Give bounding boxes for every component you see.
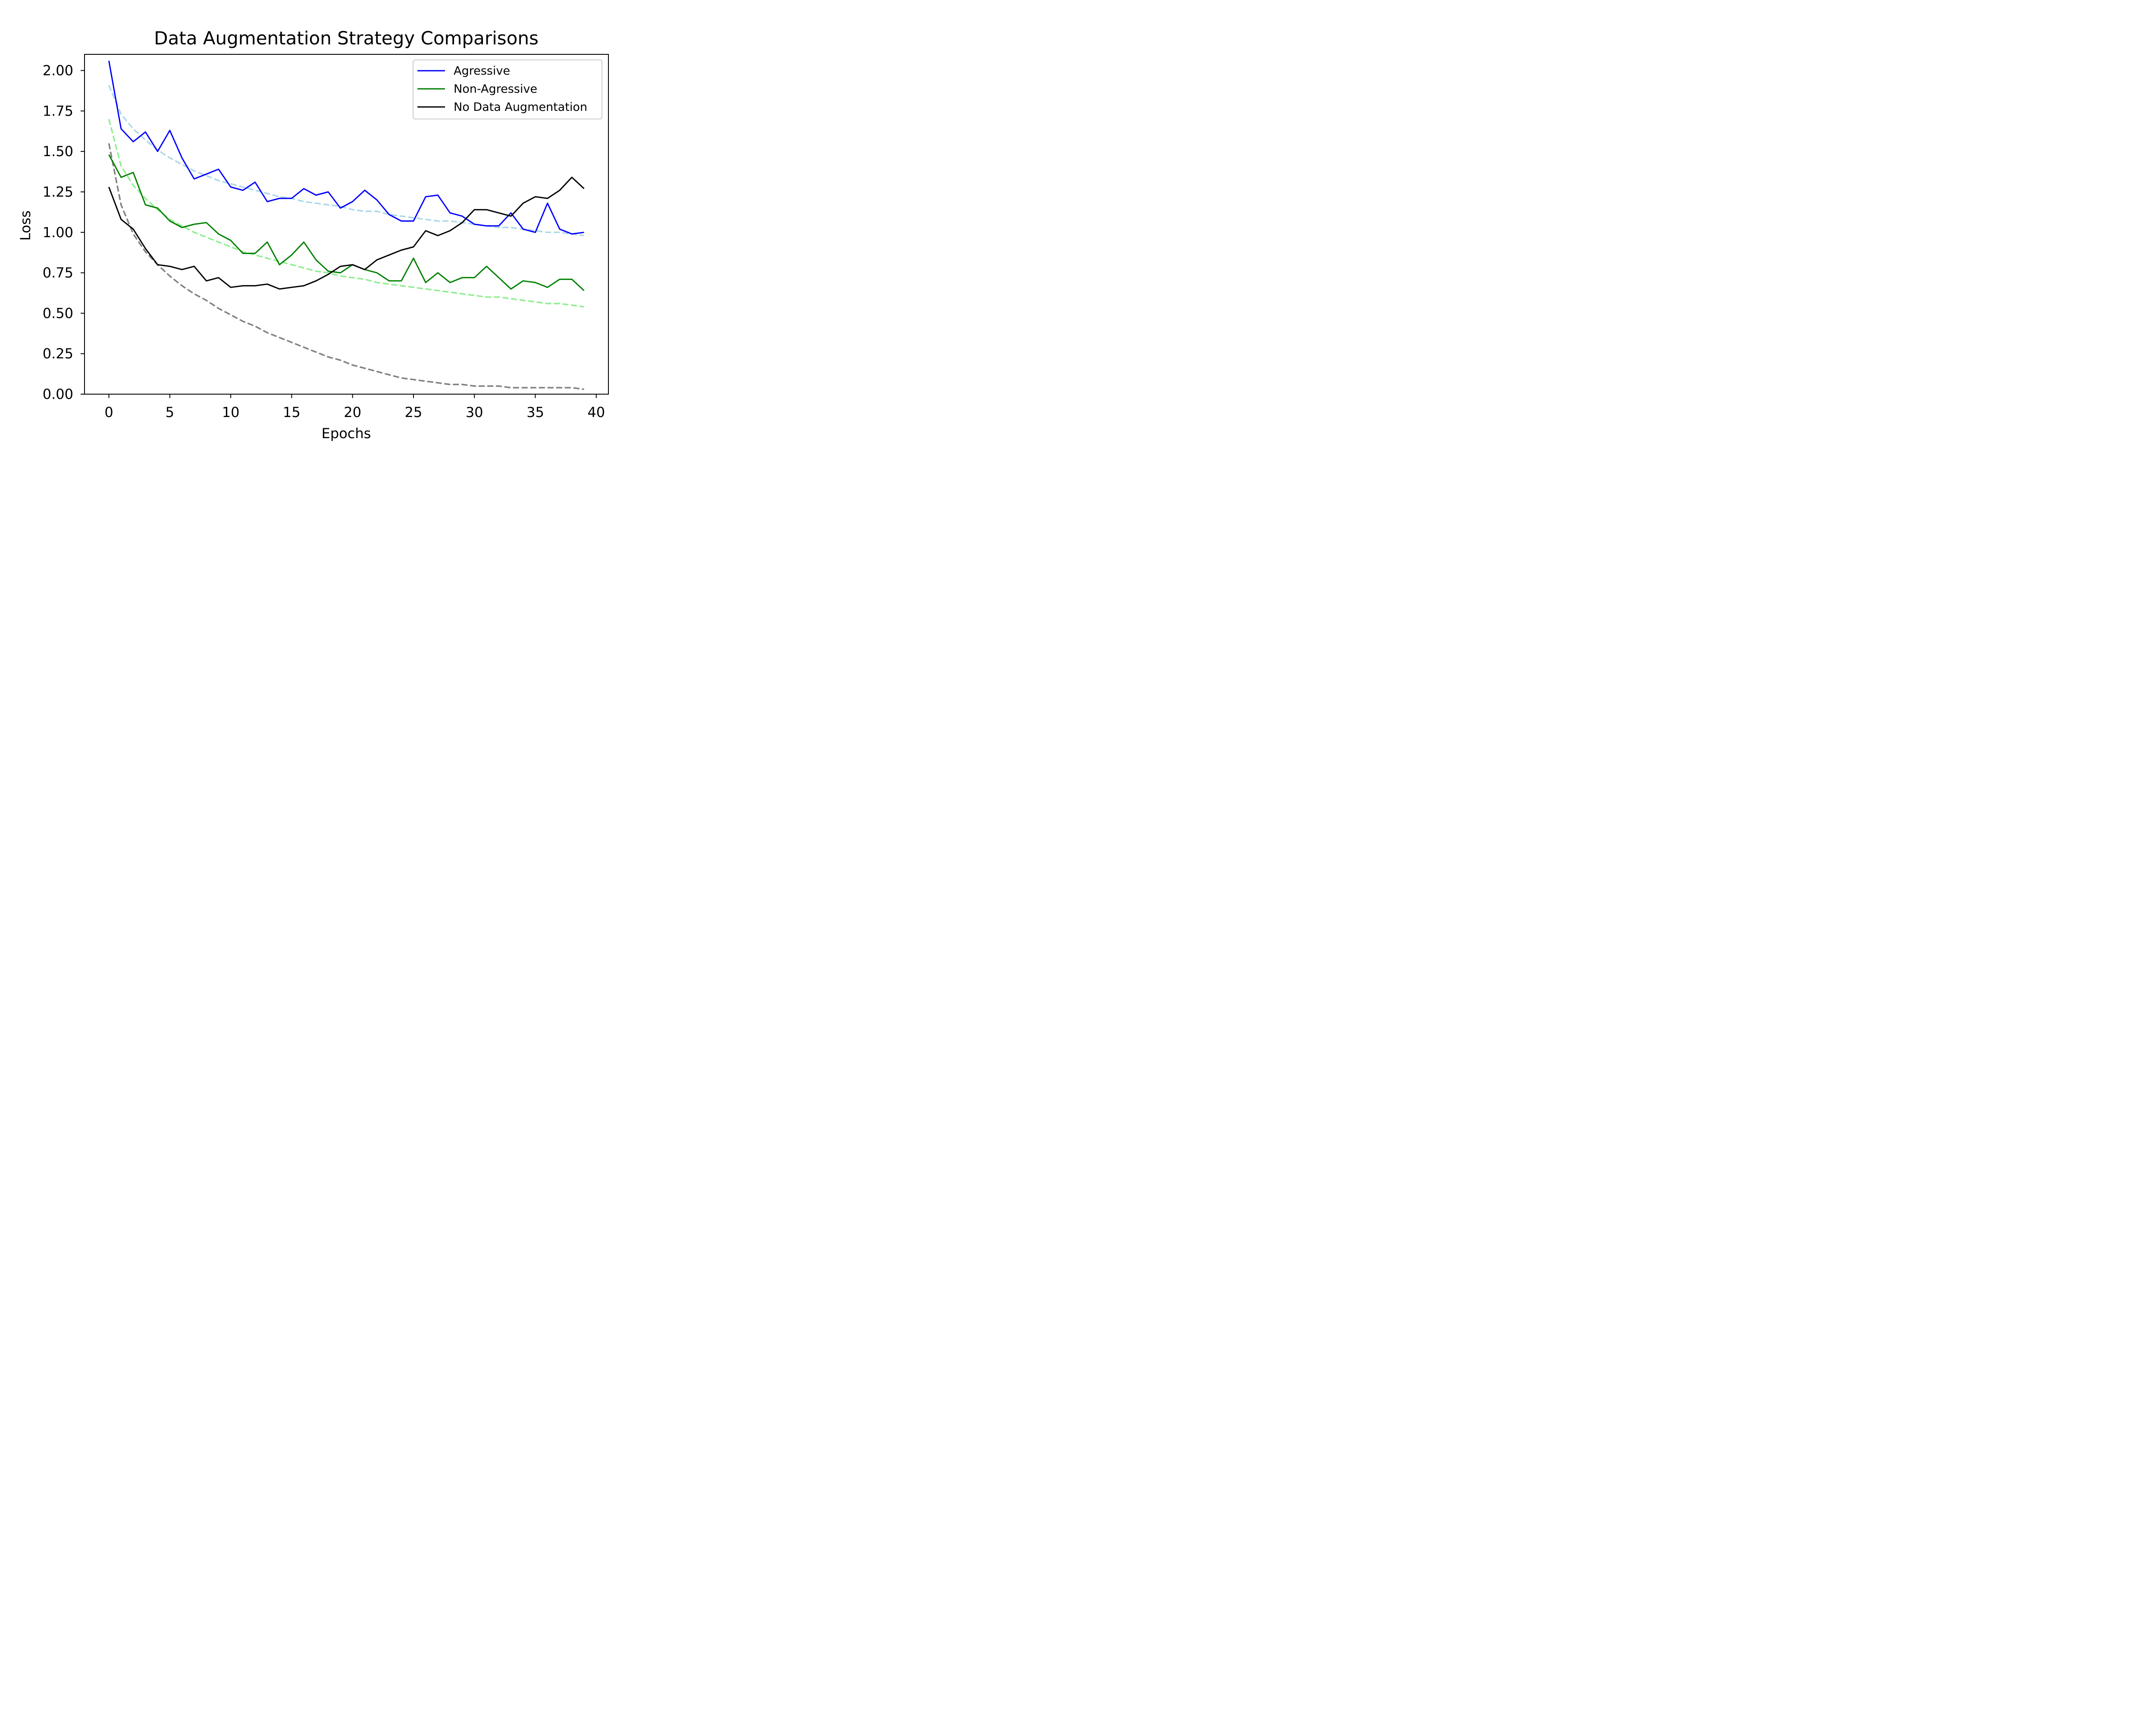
y-tick-label: 1.50: [43, 143, 73, 160]
legend-label-non-agressive: Non-Agressive: [454, 82, 537, 96]
legend-box: [413, 60, 602, 119]
x-axis: 0 5 10 15 20 25 30 35 40: [104, 394, 605, 420]
x-tick-label: 40: [587, 404, 605, 420]
trend-4-line: [108, 119, 584, 308]
y-axis-label: Loss: [17, 210, 34, 241]
y-tick-label: 0.75: [43, 265, 73, 281]
x-tick-label: 10: [222, 404, 240, 420]
legend: Agressive Non-Agressive No Data Augmentati…: [413, 60, 602, 119]
y-tick-label: 1.75: [43, 103, 73, 119]
x-axis-label: Epochs: [322, 425, 371, 442]
no-data-augmentation-line: [108, 176, 585, 290]
trend-5-line: [108, 143, 584, 390]
x-tick-label: 30: [466, 404, 483, 420]
y-tick-label: 0.25: [43, 345, 73, 362]
y-tick-label: 0.50: [43, 305, 73, 321]
y-tick-label: 2.00: [43, 63, 73, 79]
y-tick-label: 0.00: [43, 386, 73, 402]
series-layer: [108, 60, 585, 390]
non-agressive-line: [108, 154, 585, 291]
plot-frame: [84, 54, 609, 395]
chart-title: Data Augmentation Strategy Comparisons: [154, 28, 539, 49]
y-tick-label: 1.00: [43, 224, 73, 241]
y-tick-label: 1.25: [43, 184, 73, 200]
legend-label-agressive: Agressive: [454, 64, 510, 78]
x-tick-label: 25: [405, 404, 423, 420]
agressive-line: [108, 60, 584, 235]
x-tick-label: 15: [283, 404, 301, 420]
legend-label-no-data-augmentation: No Data Augmentation: [454, 100, 587, 114]
y-axis: 0.00 0.25 0.50 0.75 1.00 1.25 1.50 1.75 2.00: [43, 63, 85, 402]
x-tick-label: 20: [344, 404, 361, 420]
loss-line-chart: 0 5 10 15 20 25 30 35 40 0.00 0.25 0.50 0.75 1.00 1.2…: [0, 0, 666, 444]
x-tick-label: 35: [526, 404, 544, 420]
x-tick-label: 5: [166, 404, 174, 420]
x-tick-label: 0: [104, 404, 113, 420]
